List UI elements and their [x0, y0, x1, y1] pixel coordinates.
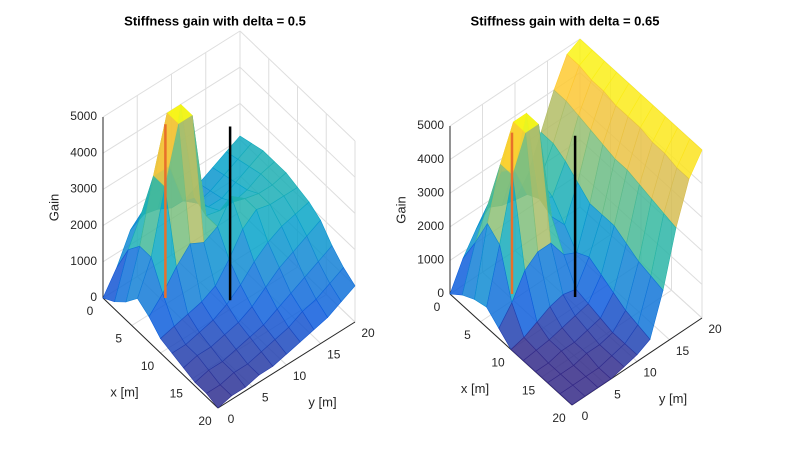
- x-tick-label: 20: [198, 414, 212, 428]
- z-tick-label: 2000: [70, 218, 97, 232]
- y-tick-label: 10: [293, 369, 307, 383]
- z-tick-label: 1000: [417, 253, 444, 267]
- x-tick-label: 0: [434, 300, 441, 314]
- y-tick-label: 5: [614, 387, 621, 401]
- y-axis-label: y [m]: [659, 391, 687, 406]
- chart-title: Stiffness gain with delta = 0.65: [471, 13, 660, 28]
- x-tick-label: 10: [491, 356, 505, 370]
- z-tick-label: 1000: [70, 254, 97, 268]
- grid-line: [239, 66, 356, 178]
- grid-line: [239, 103, 356, 214]
- axes: 0 1000 2000 3000 4000 5000 0 5 10 15 20 0 5 10 15 20 Gai…: [46, 13, 375, 428]
- chart-title: Stiffness gain with delta = 0.5: [124, 13, 306, 28]
- z-axis-label: Gain: [46, 194, 61, 221]
- z-tick-label: 0: [437, 286, 444, 300]
- y-tick-label: 10: [643, 366, 657, 380]
- grid-line: [102, 30, 241, 118]
- x-tick-label: 5: [115, 332, 122, 346]
- z-tick-label: 4000: [417, 152, 444, 166]
- y-tick-label: 0: [582, 409, 589, 423]
- x-tick-label: 20: [552, 411, 566, 425]
- z-tick-label: 2000: [417, 219, 444, 233]
- z-axis-label: Gain: [393, 196, 408, 223]
- y-tick-label: 5: [262, 391, 269, 405]
- grid-line: [239, 30, 356, 142]
- x-tick-label: 15: [522, 383, 536, 397]
- x-tick-label: 10: [141, 359, 155, 373]
- y-tick-label: 15: [676, 344, 690, 358]
- surface-patch: [559, 384, 586, 406]
- z-tick-label: 4000: [70, 145, 97, 159]
- z-tick-label: 5000: [417, 118, 444, 132]
- x-tick-label: 15: [170, 387, 184, 401]
- x-axis-label: x [m]: [110, 384, 138, 399]
- x-tick-label: 0: [87, 304, 94, 318]
- x-axis-line: [102, 297, 219, 409]
- y-tick-label: 20: [361, 326, 375, 340]
- y-axis-line: [217, 321, 356, 409]
- x-axis-label: x [m]: [461, 381, 489, 396]
- y-axis-label: y [m]: [308, 394, 336, 409]
- z-tick-label: 0: [90, 290, 97, 304]
- z-tick-label: 3000: [417, 185, 444, 199]
- y-tick-label: 0: [228, 412, 235, 426]
- z-tick-label: 3000: [70, 182, 97, 196]
- z-tick-label: 5000: [70, 109, 97, 123]
- grid-line: [449, 38, 581, 127]
- x-tick-label: 5: [464, 328, 471, 342]
- axes: 0 1000 2000 3000 4000 5000 0 5 10 15 20 0 5 10 15 20 Gai…: [393, 13, 722, 425]
- y-tick-label: 15: [327, 348, 341, 362]
- surface-patch: [206, 384, 233, 409]
- y-tick-label: 20: [708, 322, 722, 336]
